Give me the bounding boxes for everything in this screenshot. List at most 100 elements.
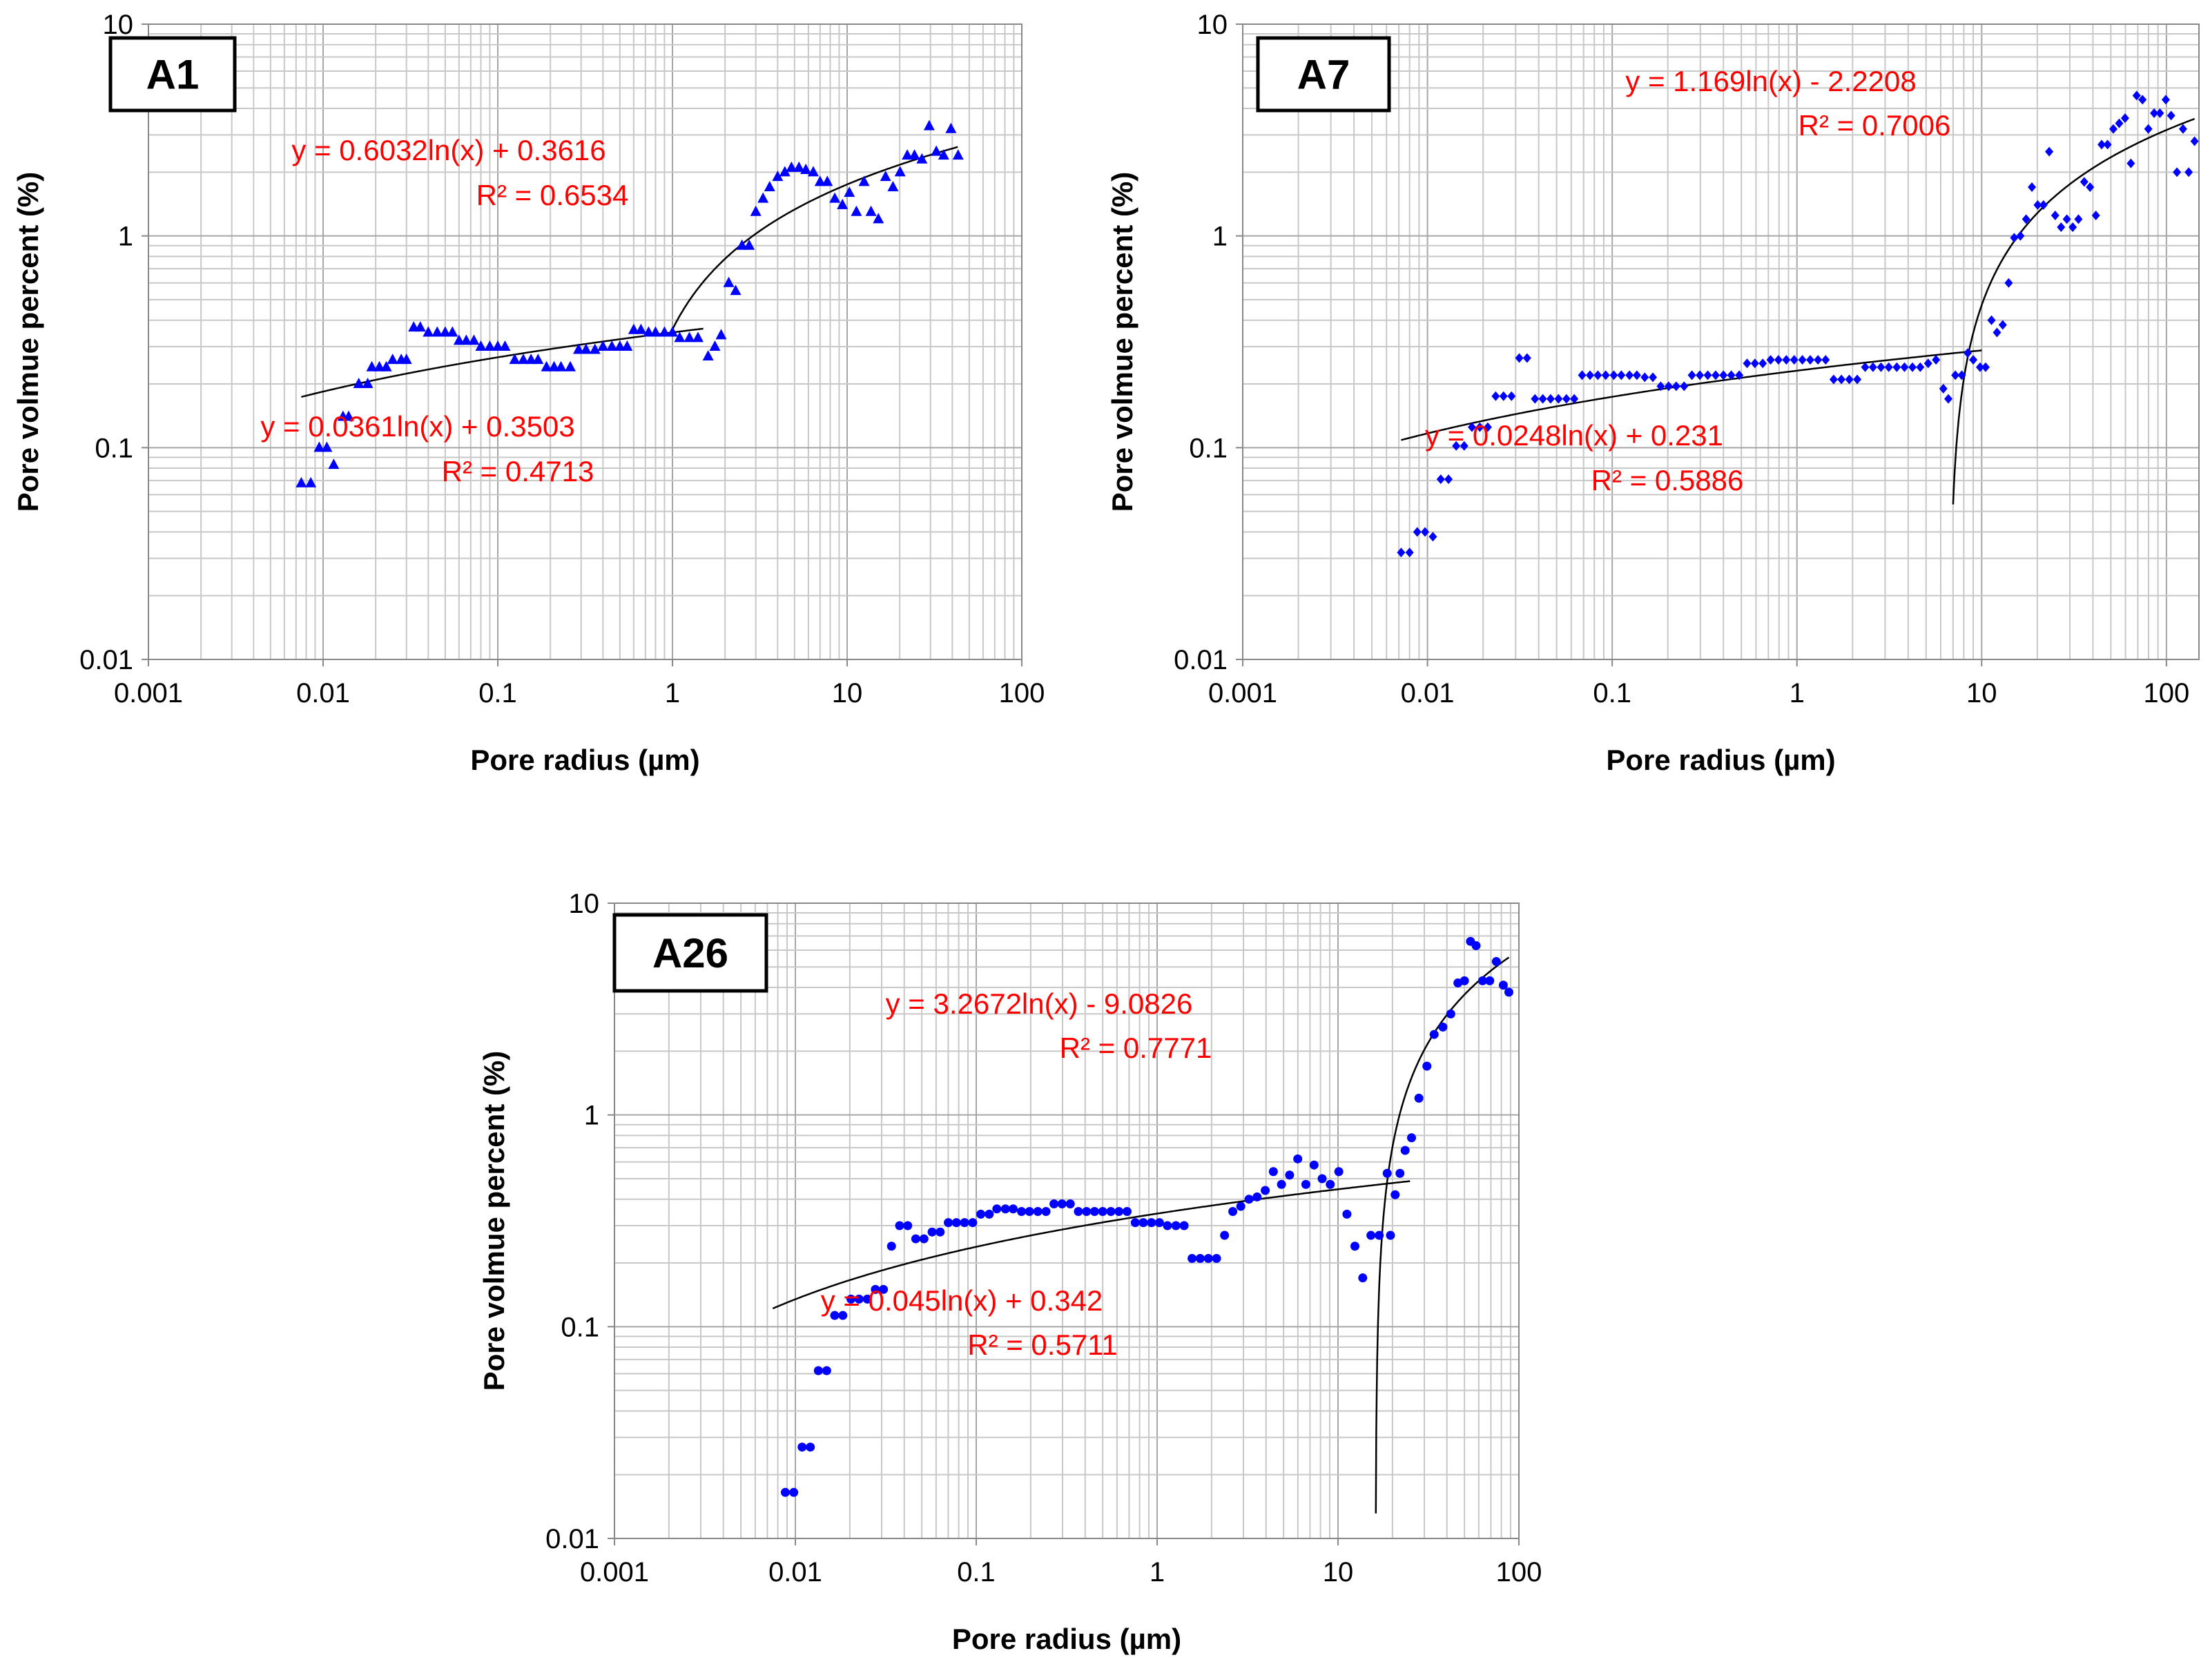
- fit-r-squared: R² = 0.7006: [1799, 109, 1951, 142]
- data-point: [1334, 1167, 1344, 1177]
- data-point: [1491, 391, 1500, 401]
- data-point: [484, 340, 496, 351]
- data-point: [1285, 1170, 1295, 1180]
- data-point: [606, 340, 618, 351]
- data-point: [517, 354, 529, 365]
- data-point: [1981, 362, 1990, 372]
- data-point: [2150, 108, 2159, 118]
- data-point: [2039, 200, 2048, 210]
- data-point: [944, 1218, 953, 1228]
- x-tick-label: 1: [665, 678, 680, 708]
- x-tick-label: 100: [2144, 678, 2190, 708]
- data-point: [1522, 353, 1531, 363]
- trendline: [1375, 956, 1510, 1514]
- data-point: [1122, 1206, 1132, 1216]
- data-point: [871, 1284, 880, 1294]
- data-point: [1656, 381, 1665, 392]
- data-point: [1944, 394, 1953, 404]
- y-tick-label: 0.01: [1174, 645, 1228, 675]
- data-point: [968, 1218, 978, 1228]
- data-point: [780, 1487, 790, 1497]
- data-point: [895, 1221, 904, 1230]
- data-point: [1390, 1190, 1400, 1199]
- data-point: [1515, 353, 1524, 363]
- data-point: [432, 326, 443, 337]
- data-point: [667, 326, 678, 337]
- data-point: [1000, 1204, 1010, 1214]
- data-point: [1261, 1186, 1270, 1195]
- data-point: [2074, 214, 2083, 224]
- data-point: [1664, 381, 1673, 392]
- data-point: [1993, 327, 2001, 338]
- data-point: [1908, 362, 1917, 372]
- data-point: [1483, 422, 1492, 432]
- data-point: [880, 171, 891, 182]
- data-point: [1671, 381, 1680, 392]
- trendline: [772, 1180, 1411, 1310]
- data-point: [927, 1227, 937, 1237]
- y-tick-label: 0.1: [561, 1312, 599, 1342]
- data-point: [1735, 370, 1744, 380]
- x-tick-label: 0.01: [1401, 678, 1455, 708]
- data-point: [621, 340, 633, 351]
- data-point: [723, 276, 735, 287]
- data-point: [2004, 278, 2013, 288]
- data-point: [1743, 358, 1752, 369]
- chart-panel-a26: 0.001 0.01 0.1 1 10 100 0.01 0.1 1 10 A26 y = 3.2…: [414, 877, 1588, 1680]
- data-point: [715, 329, 727, 340]
- fit-equation: y = 0.6032ln(x) + 0.3616: [291, 134, 605, 166]
- data-point: [1932, 355, 1941, 365]
- data-point: [1805, 355, 1814, 365]
- panel-title: A26: [652, 930, 728, 976]
- fit-equation: y = 0.0361ln(x) + 0.3503: [260, 410, 574, 443]
- data-point: [822, 1366, 831, 1375]
- data-point: [1163, 1221, 1172, 1230]
- trendline: [1401, 349, 1982, 441]
- data-point: [1504, 987, 1513, 997]
- y-axis-label: Pore volmue percent (%): [478, 1051, 510, 1391]
- data-point: [1593, 370, 1602, 380]
- data-point: [2010, 233, 2019, 243]
- plot-area: [614, 902, 1520, 1539]
- data-point: [1179, 1221, 1189, 1230]
- data-point: [1964, 348, 1972, 358]
- data-point: [1821, 355, 1830, 365]
- data-point: [1154, 1218, 1164, 1228]
- data-point: [1758, 358, 1767, 369]
- data-point: [1130, 1218, 1140, 1228]
- data-point: [439, 326, 451, 337]
- data-point: [1436, 474, 1445, 484]
- gridlines: [148, 23, 1022, 660]
- data-point: [702, 350, 714, 361]
- data-point: [1025, 1206, 1034, 1216]
- data-point: [1471, 941, 1481, 951]
- x-tick-label: 10: [832, 678, 863, 708]
- data-point: [468, 334, 480, 345]
- data-point: [2097, 139, 2106, 150]
- data-point: [1220, 1230, 1230, 1240]
- data-point: [635, 323, 647, 334]
- data-point: [1446, 1009, 1455, 1018]
- data-point: [1033, 1206, 1043, 1216]
- data-point: [2057, 222, 2066, 232]
- data-point: [1585, 370, 1594, 380]
- data-point: [1252, 1192, 1262, 1201]
- data-point: [854, 1294, 864, 1304]
- data-point: [807, 166, 819, 177]
- data-point: [830, 1311, 840, 1320]
- data-point: [2109, 124, 2117, 134]
- data-point: [838, 1311, 848, 1320]
- data-point: [1969, 355, 1978, 365]
- data-point: [1601, 370, 1610, 380]
- data-point: [1578, 370, 1587, 380]
- data-point: [1414, 1093, 1424, 1103]
- data-point: [1467, 422, 1476, 432]
- data-point: [1421, 527, 1430, 537]
- trendline: [671, 146, 958, 330]
- y-tick-label: 0.01: [545, 1524, 599, 1554]
- panel-title: A1: [146, 52, 200, 98]
- data-point: [525, 354, 537, 365]
- panel-title: A7: [1297, 52, 1350, 98]
- data-point: [2091, 210, 2100, 220]
